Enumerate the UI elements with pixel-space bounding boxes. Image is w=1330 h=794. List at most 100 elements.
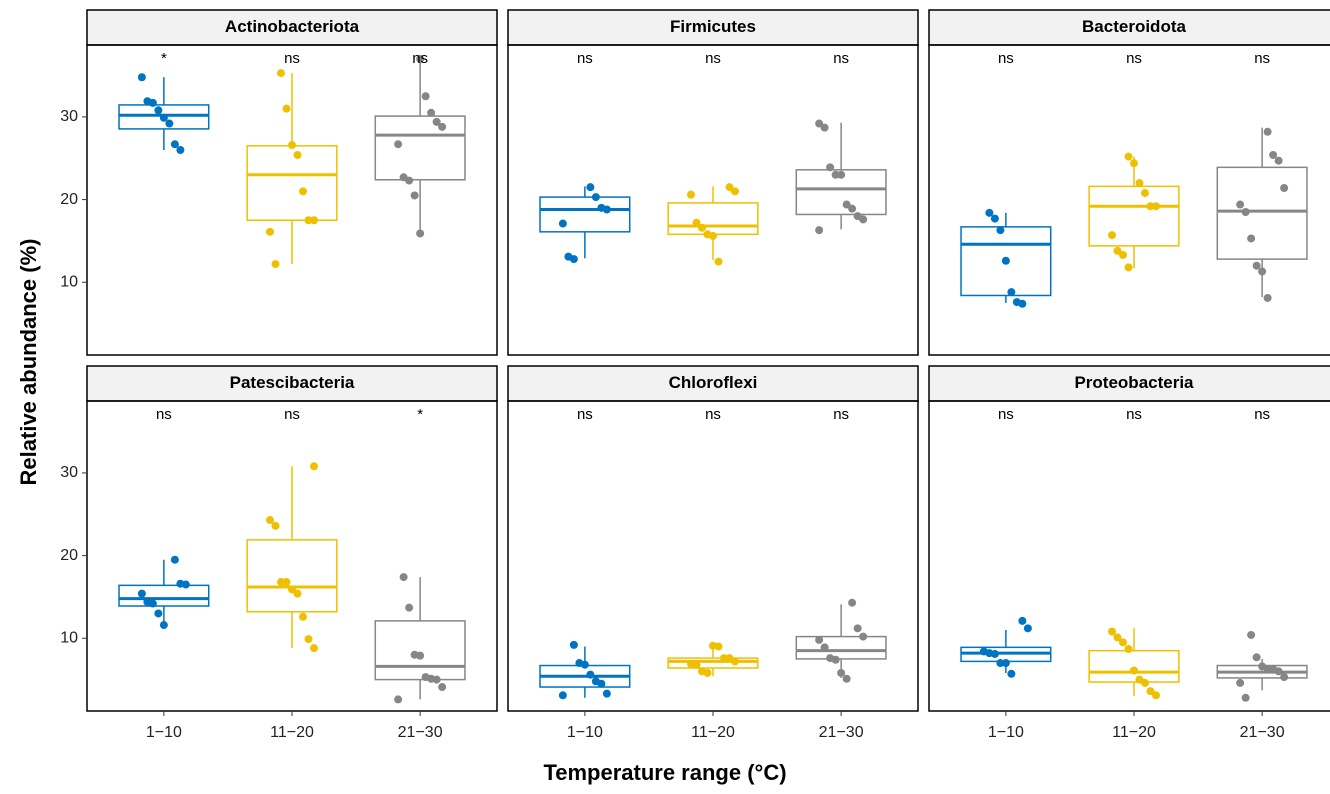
significance-label: ns	[1254, 50, 1270, 67]
point	[1269, 150, 1278, 159]
point	[1001, 256, 1010, 265]
strip	[86, 365, 498, 402]
y-tick-label: 10	[60, 629, 78, 646]
point	[720, 654, 728, 663]
point	[831, 170, 840, 179]
point	[1152, 691, 1160, 700]
point	[848, 598, 857, 607]
point	[602, 205, 611, 214]
point	[1280, 184, 1289, 193]
point	[1141, 188, 1149, 197]
significance-label: *	[417, 406, 423, 423]
panel-title: Chloroflexi	[669, 373, 758, 392]
point	[1119, 638, 1127, 647]
point	[405, 176, 414, 185]
point	[990, 214, 999, 223]
point	[399, 573, 408, 582]
point	[1247, 630, 1256, 639]
panel-title: Proteobacteria	[1074, 373, 1194, 392]
point	[698, 223, 706, 232]
point	[558, 691, 567, 700]
panel-title: Bacteroidota	[1082, 17, 1186, 36]
box	[795, 635, 887, 660]
point	[569, 640, 578, 649]
point	[148, 98, 157, 107]
significance-label: ns	[705, 50, 721, 67]
significance-label: ns	[577, 50, 593, 67]
point	[170, 555, 179, 564]
point	[165, 119, 174, 128]
point	[1001, 659, 1010, 668]
strip	[507, 9, 919, 46]
point	[159, 113, 168, 122]
point	[293, 589, 302, 598]
point	[725, 183, 734, 192]
point	[438, 122, 447, 131]
point	[1236, 678, 1245, 687]
point	[1124, 152, 1133, 161]
point	[1258, 267, 1267, 276]
point	[687, 190, 695, 199]
point	[394, 140, 403, 149]
strip	[507, 365, 919, 402]
point	[586, 183, 595, 192]
significance-label: ns	[833, 50, 849, 67]
panel-title: Actinobacteriota	[225, 17, 360, 36]
x-tick-label: 1−10	[567, 724, 603, 741]
significance-label: ns	[705, 406, 721, 423]
point	[181, 580, 190, 589]
point	[820, 643, 829, 652]
point	[815, 635, 824, 644]
point	[591, 193, 600, 202]
point	[1124, 263, 1133, 272]
point	[602, 689, 611, 698]
point	[853, 624, 862, 633]
point	[299, 187, 307, 196]
point	[996, 226, 1005, 235]
point	[1119, 250, 1127, 259]
point	[837, 170, 846, 179]
point	[266, 516, 274, 525]
point	[859, 215, 868, 224]
point	[176, 145, 185, 154]
point	[288, 141, 296, 150]
point	[427, 108, 436, 117]
point	[170, 140, 179, 149]
point	[569, 255, 578, 264]
significance-label: ns	[412, 50, 428, 67]
y-tick-label: 30	[60, 464, 78, 481]
point	[299, 612, 307, 621]
point	[1023, 624, 1032, 633]
point	[1124, 645, 1133, 653]
point	[137, 73, 146, 82]
point	[304, 635, 313, 644]
box	[374, 620, 466, 681]
point	[159, 621, 168, 630]
point	[842, 674, 851, 683]
point	[1236, 200, 1245, 209]
point	[826, 163, 835, 172]
point	[154, 106, 163, 115]
point	[310, 644, 318, 653]
point	[831, 655, 840, 664]
point	[1007, 669, 1016, 678]
y-tick-label: 20	[60, 191, 78, 208]
point	[597, 679, 606, 688]
point	[1113, 246, 1122, 255]
significance-label: ns	[284, 406, 300, 423]
point	[416, 651, 425, 660]
point	[714, 257, 723, 266]
point	[1247, 234, 1256, 243]
significance-label: ns	[284, 50, 300, 67]
point	[148, 599, 157, 608]
point	[580, 660, 589, 669]
point	[1241, 693, 1250, 702]
y-tick-label: 10	[60, 273, 78, 290]
panel-title: Firmicutes	[670, 17, 756, 36]
point	[1130, 159, 1138, 168]
point	[1263, 664, 1272, 673]
box	[1216, 166, 1308, 260]
significance-label: ns	[1254, 406, 1270, 423]
significance-label: ns	[577, 406, 593, 423]
point	[405, 603, 414, 612]
